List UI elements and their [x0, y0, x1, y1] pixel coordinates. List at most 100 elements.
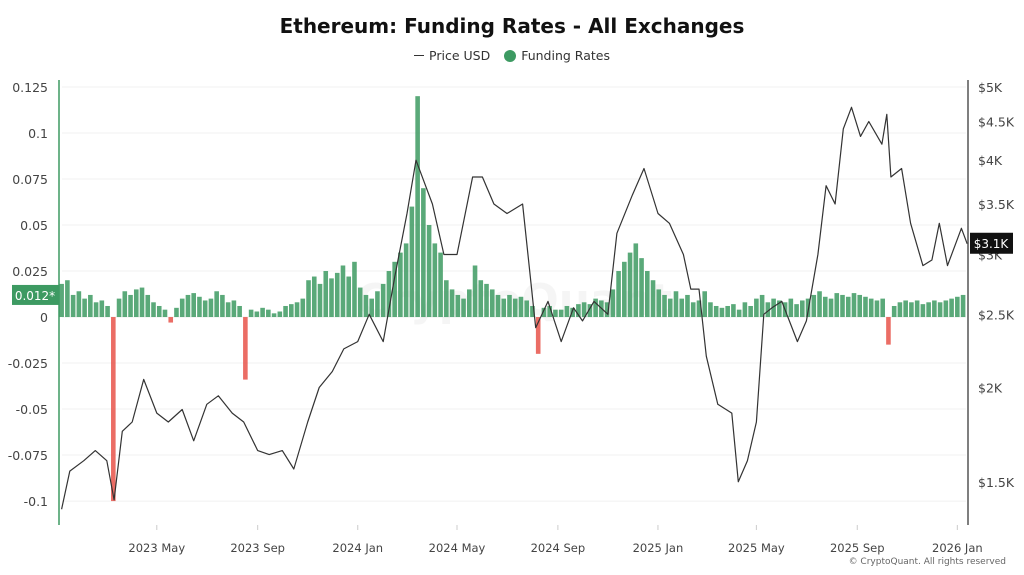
- funding-rate-bar: [897, 302, 903, 318]
- funding-rate-bar: [524, 300, 530, 318]
- funding-rate-bar: [863, 296, 868, 318]
- funding-rate-bar: [696, 300, 702, 318]
- funding-rate-bar: [960, 294, 966, 318]
- funding-rate-bar: [604, 302, 610, 318]
- funding-rate-bar: [105, 305, 110, 318]
- funding-rate-bar: [805, 298, 811, 318]
- funding-rate-bar: [644, 271, 650, 318]
- funding-rate-bar: [449, 289, 455, 318]
- funding-rate-bar: [748, 305, 753, 318]
- funding-rate-bar: [93, 302, 99, 318]
- funding-rate-bar: [168, 317, 174, 323]
- funding-rate-bar: [811, 294, 817, 318]
- funding-rate-bar: [254, 311, 260, 318]
- funding-rate-bar: [788, 298, 794, 318]
- funding-rate-bar: [765, 302, 771, 318]
- funding-rate-bar: [70, 294, 76, 318]
- funding-rate-bar: [891, 305, 897, 318]
- funding-rate-bar: [266, 309, 271, 318]
- funding-rate-bar: [145, 294, 151, 318]
- funding-rate-bar: [937, 302, 943, 318]
- funding-rate-bar: [535, 317, 541, 354]
- line-swatch-icon: [414, 54, 425, 57]
- funding-rate-bar: [317, 283, 323, 318]
- y-left-tick-label: 0.05: [20, 218, 48, 233]
- funding-rate-bar: [650, 280, 656, 318]
- funding-rate-bar: [392, 261, 397, 318]
- funding-rate-bar: [610, 289, 616, 318]
- funding-rate-bar: [530, 305, 535, 318]
- funding-rate-bar: [662, 294, 667, 318]
- funding-rate-bar: [570, 307, 575, 318]
- funding-rate-bar: [685, 294, 690, 318]
- funding-rate-bar: [656, 289, 662, 318]
- y-left-tick-label: 0.075: [12, 172, 48, 187]
- funding-rate-bar: [191, 293, 196, 318]
- funding-rate-bar: [369, 298, 374, 318]
- funding-rate-bar: [868, 298, 874, 318]
- current-price-label: $3.1K: [974, 237, 1010, 251]
- funding-rate-bar: [277, 311, 283, 318]
- funding-rate-bar: [260, 307, 265, 318]
- funding-rate-bar: [59, 283, 64, 318]
- funding-rate-bar: [426, 225, 432, 318]
- current-price-badge: [970, 232, 1013, 254]
- funding-rate-bar: [679, 298, 685, 318]
- funding-rate-bar: [151, 302, 156, 318]
- funding-rate-bar: [794, 304, 799, 318]
- funding-rate-bar: [174, 307, 179, 318]
- funding-rate-bar: [874, 300, 880, 318]
- funding-rate-bar: [484, 283, 489, 318]
- funding-rate-bar: [99, 300, 105, 318]
- funding-rate-bar: [334, 272, 340, 318]
- legend-item-funding[interactable]: Funding Rates: [504, 48, 610, 63]
- funding-rate-bar: [822, 296, 828, 318]
- funding-rate-bar: [914, 300, 920, 318]
- funding-rate-bar: [800, 300, 805, 318]
- funding-rate-bar: [708, 302, 713, 318]
- funding-rate-bar: [197, 296, 202, 318]
- funding-rate-bar: [702, 291, 708, 318]
- funding-rate-bar: [932, 300, 937, 318]
- y-left-tick-label: 0.125: [12, 80, 48, 95]
- funding-rate-bar: [926, 302, 931, 318]
- funding-rate-bar: [690, 302, 696, 318]
- funding-rate-bar: [88, 294, 93, 318]
- legend-label-price: Price USD: [429, 48, 491, 63]
- funding-rate-bar: [363, 294, 369, 318]
- x-tick-label: 2024 Jan: [332, 541, 383, 555]
- y-right-tick-label: $5K: [978, 80, 1003, 95]
- funding-rate-bar: [306, 280, 311, 318]
- funding-rate-bar: [777, 300, 782, 318]
- price-line: [61, 106, 968, 510]
- funding-rate-bar: [243, 317, 248, 380]
- funding-rate-bar: [840, 294, 845, 318]
- funding-rate-bar: [553, 309, 558, 318]
- funding-rate-bar: [398, 252, 403, 318]
- x-tick-label: 2024 Sep: [531, 541, 586, 555]
- funding-rate-bar: [289, 304, 294, 318]
- current-funding-label: 0.012*: [15, 289, 55, 303]
- x-tick-label: 2024 May: [429, 541, 486, 555]
- y-right-tick-label: $4.5K: [978, 115, 1015, 130]
- legend-item-price[interactable]: Price USD: [414, 48, 490, 63]
- y-right-tick-label: $1.5K: [978, 475, 1015, 490]
- funding-rate-bar: [667, 298, 673, 318]
- funding-rate-bar: [82, 298, 87, 318]
- funding-rate-bar: [139, 287, 145, 318]
- x-tick-label: 2026 Jan: [932, 541, 983, 555]
- y-right-tick-label: $2.5K: [978, 307, 1015, 322]
- funding-rate-bar: [547, 305, 552, 318]
- funding-rate-bar: [311, 276, 317, 318]
- funding-rate-bar: [432, 243, 438, 318]
- funding-rate-bar: [564, 305, 570, 318]
- y-left-tick-label: 0.1: [28, 126, 48, 141]
- funding-rate-bar: [467, 289, 472, 318]
- funding-rate-bar: [495, 294, 501, 318]
- funding-rate-bar: [507, 294, 512, 318]
- funding-rate-bar: [558, 309, 564, 318]
- funding-rate-bar: [518, 296, 524, 318]
- funding-rate-bar: [300, 298, 306, 318]
- funding-rate-bar: [754, 298, 759, 318]
